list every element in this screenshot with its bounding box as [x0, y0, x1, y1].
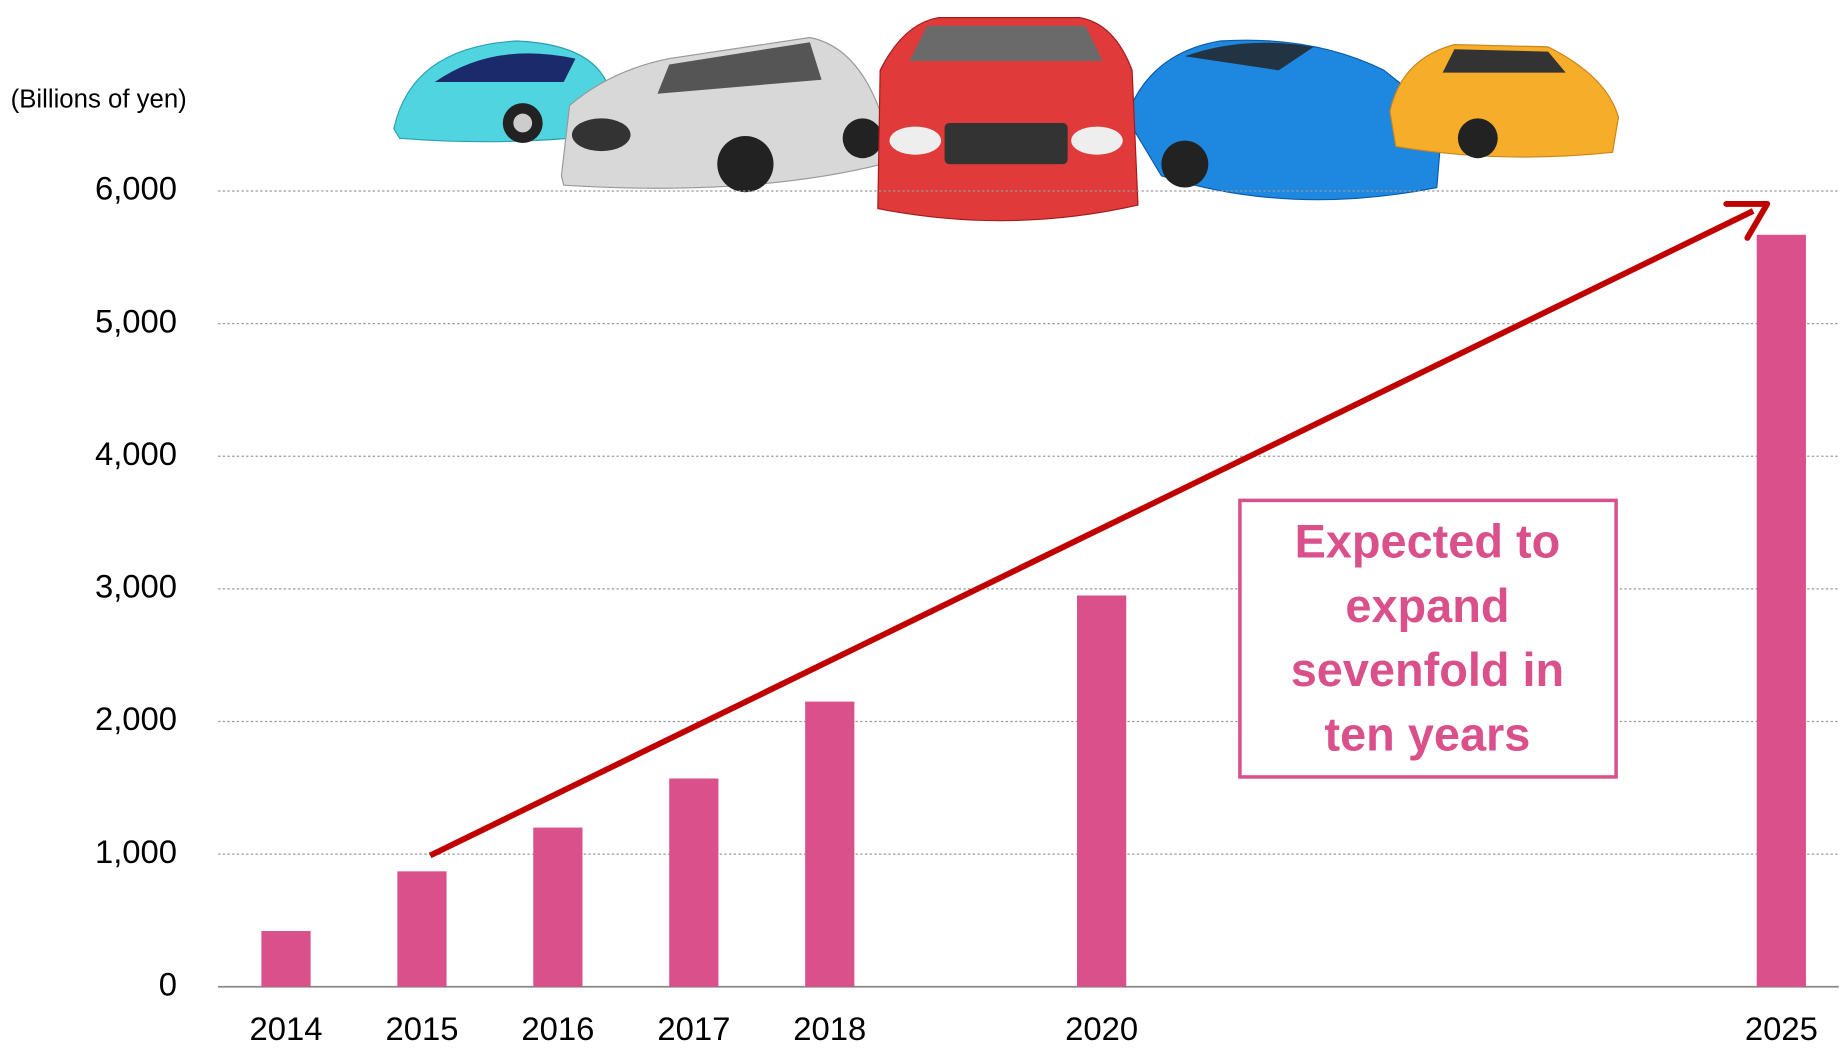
x-tick-label: 2025 [1745, 1010, 1818, 1047]
x-tick-label: 2017 [657, 1010, 730, 1047]
y-tick-label: 1,000 [95, 833, 177, 870]
arrow-head [1723, 200, 1771, 241]
car-cyan [393, 40, 612, 143]
bar [669, 778, 719, 987]
car-illustrations [393, 16, 1620, 222]
x-tick-label: 2015 [385, 1010, 458, 1047]
annotation-text: expand [1345, 580, 1509, 632]
y-tick-label: 2,000 [95, 700, 177, 737]
y-tick-label: 4,000 [95, 435, 177, 472]
x-tick-label: 2020 [1065, 1010, 1138, 1047]
annotation-text: ten years [1325, 709, 1531, 761]
y-tick-label: 0 [159, 965, 177, 1002]
car-red [877, 16, 1139, 222]
car-orange [1389, 43, 1620, 159]
bar [1756, 234, 1806, 987]
y-tick-label: 6,000 [95, 170, 177, 207]
y-axis-label: (Billions of yen) [11, 86, 187, 114]
bar [533, 827, 583, 987]
car-blue [1125, 39, 1444, 201]
y-tick-label: 3,000 [95, 568, 177, 605]
x-tick-label: 2016 [521, 1010, 594, 1047]
plot-area: 0 1,000 2,000 3,000 4,000 5,000 6,000 2014 2015 2… [95, 170, 1839, 1047]
annotation-text: sevenfold in [1291, 644, 1564, 696]
x-tick-label: 2018 [793, 1010, 866, 1047]
bar [397, 871, 447, 987]
annotation-box [1238, 498, 1618, 779]
car-silver [560, 36, 884, 193]
annotation-text: Expected to [1295, 515, 1561, 567]
bar [1077, 595, 1127, 987]
bar [805, 701, 855, 987]
x-tick-label: 2014 [250, 1010, 323, 1047]
y-tick-label: 5,000 [95, 302, 177, 339]
bar [261, 931, 311, 987]
trend-arrow [428, 208, 1755, 859]
